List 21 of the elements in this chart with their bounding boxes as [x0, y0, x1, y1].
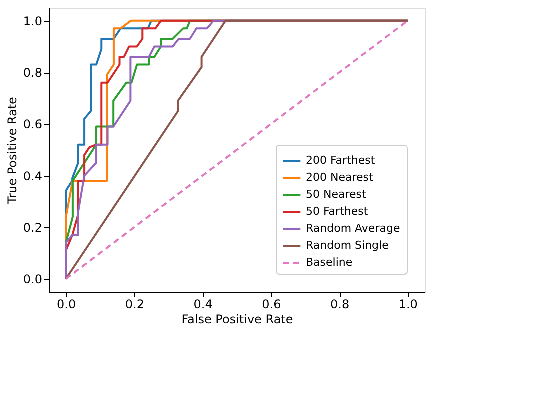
legend-label: 50 Nearest [306, 188, 368, 201]
x-axis-title: False Positive Rate [182, 312, 294, 326]
legend-label: 200 Nearest [306, 171, 374, 184]
y-tick-label: 0.0 [23, 272, 42, 287]
legend-label: Random Average [306, 222, 400, 235]
x-tick-label: 0.2 [125, 298, 144, 312]
legend-label: Baseline [306, 256, 353, 269]
legend-label: 200 Farthest [306, 154, 376, 167]
x-tick-label: 0.0 [57, 298, 76, 312]
legend-label: 50 Farthest [306, 205, 369, 218]
y-tick-label: 0.4 [23, 169, 42, 184]
x-tick-label: 1.0 [398, 298, 418, 312]
y-tick-label: 0.2 [23, 220, 42, 235]
y-axis-title: True Positive Rate [5, 97, 20, 205]
y-tick-label: 0.8 [23, 66, 42, 80]
y-tick-label: 1.0 [23, 14, 42, 28]
x-tick-label: 0.6 [262, 298, 282, 312]
x-tick-label: 0.4 [194, 298, 213, 312]
x-tick-label: 0.8 [330, 298, 350, 312]
legend-label: Random Single [306, 239, 390, 252]
y-tick-label: 0.6 [23, 118, 42, 132]
